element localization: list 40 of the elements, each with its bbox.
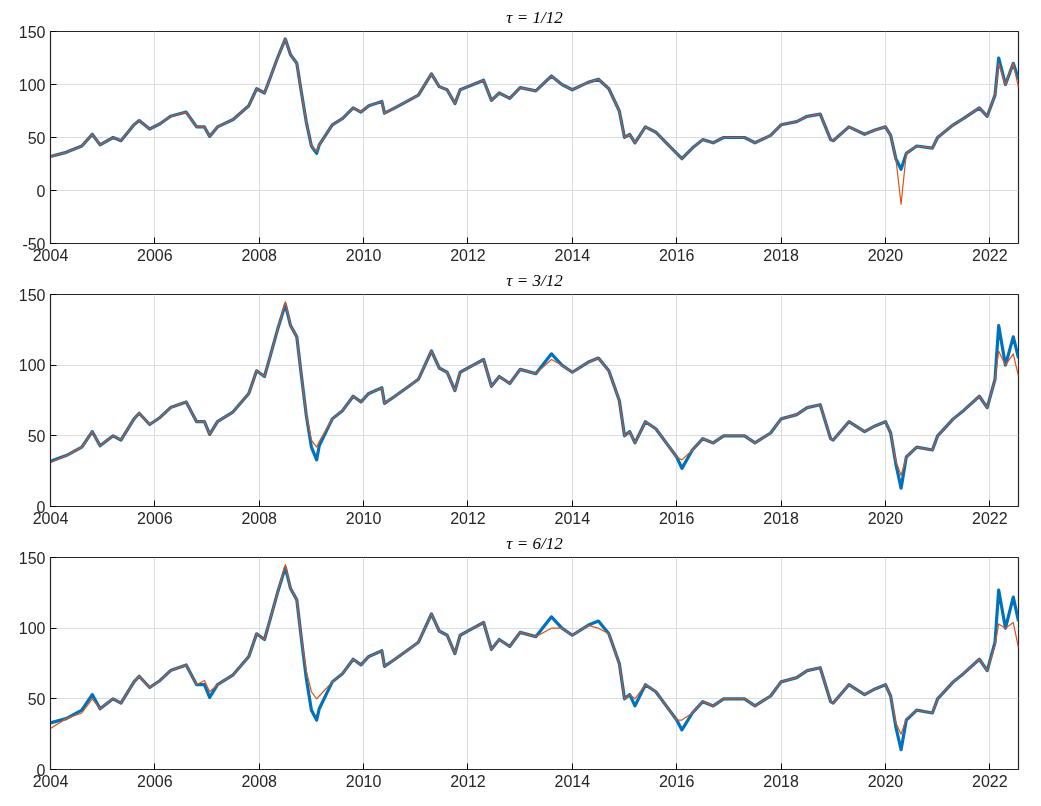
- x-tick-label: 2012: [450, 772, 486, 790]
- y-tick-label: 150: [18, 23, 46, 41]
- chart-title: τ = 1/12: [506, 7, 564, 27]
- y-tick-label: 0: [36, 182, 46, 200]
- chart-title: τ = 6/12: [506, 533, 564, 553]
- x-tick-label: 2020: [867, 246, 904, 264]
- x-tick-label: 2018: [763, 246, 799, 264]
- x-tick-label: 2014: [554, 772, 591, 790]
- x-tick-label: 2010: [345, 246, 382, 264]
- x-tick-label: 2010: [345, 509, 382, 527]
- x-tick-label: 2018: [763, 772, 799, 790]
- x-tick-label: 2022: [972, 772, 1008, 790]
- x-tick-label: 2006: [137, 509, 173, 527]
- y-tick-label: 100: [18, 357, 46, 375]
- x-tick-label: 2016: [658, 772, 695, 790]
- x-tick-label: 2014: [554, 509, 591, 527]
- x-tick-label: 2016: [658, 509, 695, 527]
- y-tick-label: 50: [27, 427, 46, 445]
- y-tick-label: 150: [18, 286, 46, 304]
- x-tick-label: 2006: [137, 772, 173, 790]
- x-tick-label: 2006: [137, 246, 173, 264]
- x-tick-label: 2014: [554, 246, 591, 264]
- x-tick-label: 2008: [241, 246, 278, 264]
- chart-title: τ = 3/12: [506, 270, 564, 290]
- y-tick-label: 150: [18, 549, 46, 567]
- x-tick-label: 2022: [972, 509, 1008, 527]
- y-tick-label: 50: [27, 129, 46, 147]
- y-tick-label: 50: [27, 690, 46, 708]
- x-tick-label: 2012: [450, 246, 486, 264]
- x-tick-label: 2020: [867, 509, 904, 527]
- x-tick-label: 2022: [972, 246, 1008, 264]
- x-tick-label: 2018: [763, 509, 799, 527]
- y-tick-label: 100: [18, 76, 46, 94]
- x-tick-label: 2020: [867, 772, 904, 790]
- x-tick-label: 2012: [450, 509, 486, 527]
- x-tick-label: 2010: [345, 772, 382, 790]
- x-tick-label: 2008: [241, 772, 278, 790]
- x-tick-label: 2016: [658, 246, 695, 264]
- y-tick-label: 100: [18, 620, 46, 638]
- x-tick-label: 2008: [241, 509, 278, 527]
